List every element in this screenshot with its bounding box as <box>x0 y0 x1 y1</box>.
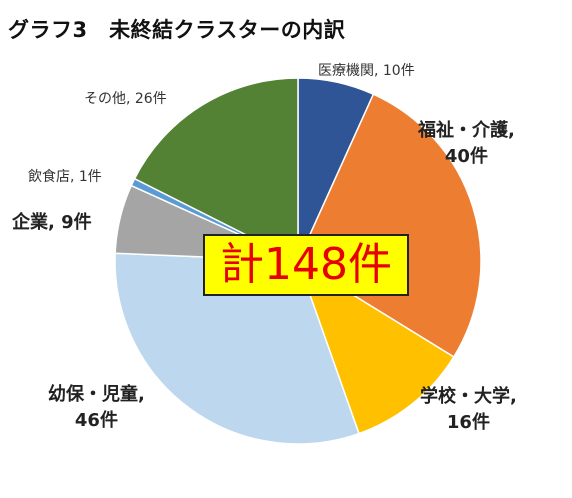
total-box: 計148件 <box>203 234 409 296</box>
slice-label-iryo: 医療機関, 10件 <box>318 63 415 79</box>
chart-title: グラフ3 未終結クラスターの内訳 <box>8 18 346 42</box>
slice-label-fukushi: 福祉・介護, 40件 <box>418 120 515 167</box>
slice-label-youho: 幼保・児童, 46件 <box>48 384 145 431</box>
slice-label-sonota: その他, 26件 <box>84 91 167 107</box>
total-label: 計148件 <box>220 239 392 290</box>
pie-slice-youho <box>114 252 360 445</box>
slice-label-kigyo: 企業, 9件 <box>12 212 92 233</box>
slice-label-inshokuten: 飲食店, 1件 <box>28 169 102 185</box>
slice-label-gakko: 学校・大学, 16件 <box>420 386 517 433</box>
pie-slice-fukushi <box>297 93 482 358</box>
pie-slice-gakko <box>296 259 455 435</box>
pie-slice-sonota <box>133 77 299 263</box>
